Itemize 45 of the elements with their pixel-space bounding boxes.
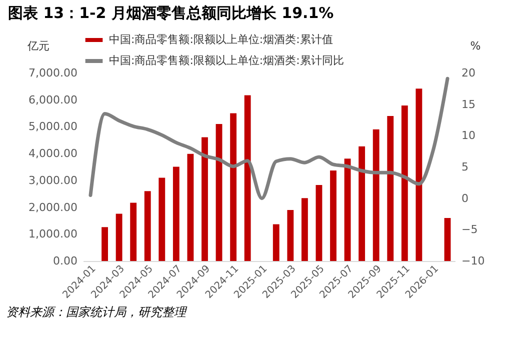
bar	[287, 210, 294, 261]
legend-label: 中国:商品零售额:限额以上单位:烟酒类:累计值	[109, 33, 333, 46]
y2-tick-label: −5	[462, 223, 478, 236]
bar	[130, 202, 137, 261]
bar	[372, 129, 380, 261]
bar	[416, 88, 422, 261]
y2-tick-label: 15	[462, 98, 476, 111]
y2-tick-label: 0	[462, 192, 468, 205]
y-tick-label: 4,000.00	[28, 147, 78, 160]
bar	[216, 124, 222, 261]
y-tick-label: 1,000.00	[28, 228, 78, 241]
bar	[444, 218, 451, 261]
y2-tick-label: 10	[462, 129, 476, 142]
y-tick-label: 0.00	[53, 254, 78, 268]
bar	[187, 154, 194, 261]
bar	[330, 170, 336, 261]
bar	[116, 214, 122, 261]
bar	[158, 178, 166, 261]
y-tick-label: 6,000.00	[28, 93, 78, 106]
y-axis-title: 亿元	[26, 40, 50, 52]
y-tick-label: 3,000.00	[28, 174, 78, 187]
bar	[344, 158, 351, 261]
bar	[316, 184, 322, 261]
bar	[272, 224, 280, 261]
bar	[401, 105, 408, 261]
y-tick-label: 5,000.00	[28, 120, 78, 134]
y-tick-label: 2,000.00	[28, 200, 78, 214]
y2-axis-title: %	[470, 40, 481, 52]
bar	[244, 95, 251, 261]
legend-label: 中国:商品零售额:限额以上单位:烟酒类:累计同比	[109, 54, 344, 67]
bar	[387, 116, 394, 261]
bar	[102, 227, 108, 261]
bar	[172, 166, 180, 261]
bar	[358, 146, 366, 261]
bar	[230, 113, 237, 261]
y2-tick-label: −10	[462, 254, 485, 268]
y2-tick-label: 5	[462, 160, 468, 174]
text: 资料来源：国家统计局，研究整理	[5, 304, 188, 321]
chart-title: 图表 13：1-2 月烟酒零售总额同比增长 19.1%	[8, 4, 334, 22]
bar	[301, 198, 308, 261]
y-tick-label: 7,000.00	[28, 66, 78, 80]
y2-tick-label: 20	[462, 66, 476, 80]
bar	[202, 137, 208, 261]
bar	[144, 191, 151, 261]
line-series	[88, 76, 450, 200]
